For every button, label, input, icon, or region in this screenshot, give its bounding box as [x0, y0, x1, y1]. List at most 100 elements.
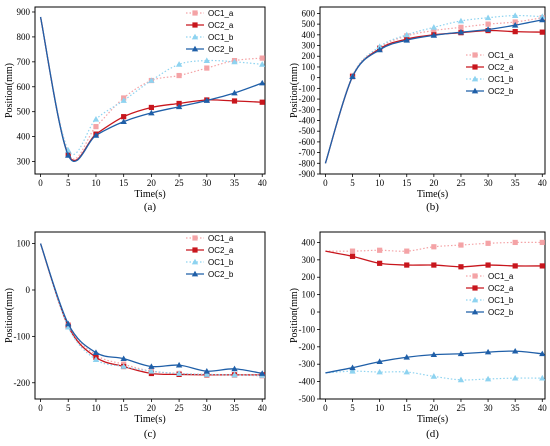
y-tick-label: 700	[17, 57, 31, 67]
y-tick-label: -800	[299, 158, 316, 168]
data-point-OC1_b	[92, 115, 100, 122]
data-point-OC1_a	[204, 65, 210, 71]
x-tick-label: 15	[119, 403, 129, 413]
legend-label-OC1_b: OC1_b	[488, 296, 514, 305]
legend-label-OC1_a: OC1_a	[208, 9, 234, 18]
x-tick-label: 10	[375, 178, 385, 188]
data-point-OC2_a	[458, 264, 464, 270]
data-point-OC2_a	[121, 114, 127, 120]
x-tick-label: 20	[147, 178, 157, 188]
legend-label-OC2_b: OC2_b	[488, 308, 514, 317]
data-point-OC1_b	[175, 370, 183, 376]
y-tick-label: -400	[299, 115, 316, 125]
data-point-OC2_a	[485, 262, 491, 268]
data-point-OC1_b	[120, 363, 127, 369]
data-point-OC1_a	[458, 242, 464, 248]
data-point-OC2_a	[539, 263, 545, 269]
y-tick-label: 600	[302, 8, 316, 18]
x-tick-label: 10	[91, 178, 101, 188]
x-tick-label: 5	[350, 178, 355, 188]
chart-panel-4: 0 5 10 15 20 25 30 35 40 -500 -400 -300 -200 -100 0 100…	[289, 231, 548, 440]
data-point-OC2_b	[203, 367, 211, 374]
data-point-OC2_a	[259, 99, 265, 105]
legend-label-OC1_a: OC1_a	[488, 272, 514, 281]
x-tick-label: 15	[119, 178, 129, 188]
legend: OC1_a OC2_a OC1_b OC2_b	[186, 9, 234, 54]
series-OC2_b	[325, 347, 545, 374]
data-point-OC2_a	[148, 104, 154, 111]
y-tick-label: 500	[17, 107, 31, 117]
x-tick-label: 0	[38, 178, 43, 188]
data-point-OC2_b	[65, 152, 72, 158]
data-point-OC1_b	[376, 368, 383, 375]
data-point-OC1_a	[485, 21, 491, 27]
legend-marker-OC1_b	[191, 33, 199, 40]
data-point-OC2_b	[203, 97, 211, 103]
x-tick-label: 20	[429, 178, 439, 188]
chart-panel-2: 0 5 10 15 20 25 30 35 40 -900-800-700-600-500-400…	[289, 6, 547, 213]
legend-label-OC2_a: OC2_a	[488, 284, 514, 293]
x-axis-label: Time(s)	[417, 414, 448, 425]
data-point-OC1_a	[431, 244, 437, 250]
x-tick-label: 30	[484, 178, 494, 188]
y-tick-label: 0	[311, 307, 316, 317]
y-axis-label: Position(mm)	[289, 63, 300, 118]
x-tick-label: 10	[91, 403, 101, 413]
data-point-OC2_b	[231, 89, 238, 96]
y-tick-label: 400	[302, 237, 316, 247]
x-tick-label: 20	[429, 403, 439, 413]
data-point-OC2_b	[148, 109, 155, 116]
x-tick-label: 40	[538, 403, 548, 413]
legend: OC1_a OC2_a OC1_b OC2_b	[186, 234, 234, 279]
series-OC1_b	[325, 367, 545, 383]
data-point-OC1_b	[403, 368, 410, 375]
data-point-OC2_b	[539, 16, 545, 23]
data-point-OC2_b	[349, 364, 356, 371]
data-point-OC2_b	[148, 363, 155, 369]
legend-marker-OC2_a	[472, 285, 478, 291]
legend: OC1_a OC2_a OC1_b OC2_b	[466, 51, 514, 96]
data-point-OC1_b	[403, 31, 410, 38]
y-tick-label: -400	[299, 377, 316, 387]
data-point-OC2_b	[259, 79, 265, 86]
data-point-OC2_b	[430, 32, 438, 38]
x-tick-label: 30	[202, 178, 212, 188]
data-point-OC1_b	[376, 43, 383, 50]
data-point-OC2_b	[430, 351, 438, 358]
y-tick-label: 100	[302, 290, 316, 300]
data-point-OC1_b	[539, 374, 545, 381]
x-tick-label: 25	[456, 403, 466, 413]
data-point-OC2_a	[349, 253, 356, 259]
legend-marker-OC2_b	[471, 87, 479, 94]
data-point-OC1_b	[203, 371, 211, 377]
data-point-OC1_b	[259, 61, 265, 67]
data-point-OC1_a	[176, 72, 182, 79]
data-point-OC1_b	[457, 376, 465, 383]
y-tick-label: -200	[299, 342, 316, 352]
x-tick-label: 5	[350, 403, 355, 413]
x-tick-label: 40	[258, 403, 268, 413]
legend-marker-OC2_a	[472, 64, 478, 70]
panel-label: (a)	[144, 201, 157, 213]
data-point-OC1_a	[512, 19, 518, 25]
legend-marker-OC1_b	[191, 258, 199, 265]
plot-frame	[319, 6, 546, 175]
y-tick-label: 100	[302, 62, 316, 72]
data-point-OC2_b	[457, 28, 465, 35]
x-tick-label: 15	[402, 403, 412, 413]
legend-label-OC1_a: OC1_a	[208, 234, 234, 243]
legend-label-OC1_b: OC1_b	[488, 75, 514, 84]
data-point-OC2_b	[484, 348, 492, 355]
legend-marker-OC2_a	[192, 22, 198, 28]
series-OC2_a	[325, 250, 545, 270]
x-tick-label: 15	[402, 178, 412, 188]
legend-marker-OC1_b	[471, 75, 479, 82]
data-point-OC1_b	[231, 371, 238, 378]
x-tick-label: 5	[66, 178, 71, 188]
legend-marker-OC2_b	[191, 270, 199, 277]
y-axis-label: Position(mm)	[4, 288, 15, 343]
x-tick-label: 25	[456, 178, 466, 188]
data-point-OC2_b	[403, 36, 410, 43]
legend-label-OC2_b: OC2_b	[208, 270, 234, 279]
